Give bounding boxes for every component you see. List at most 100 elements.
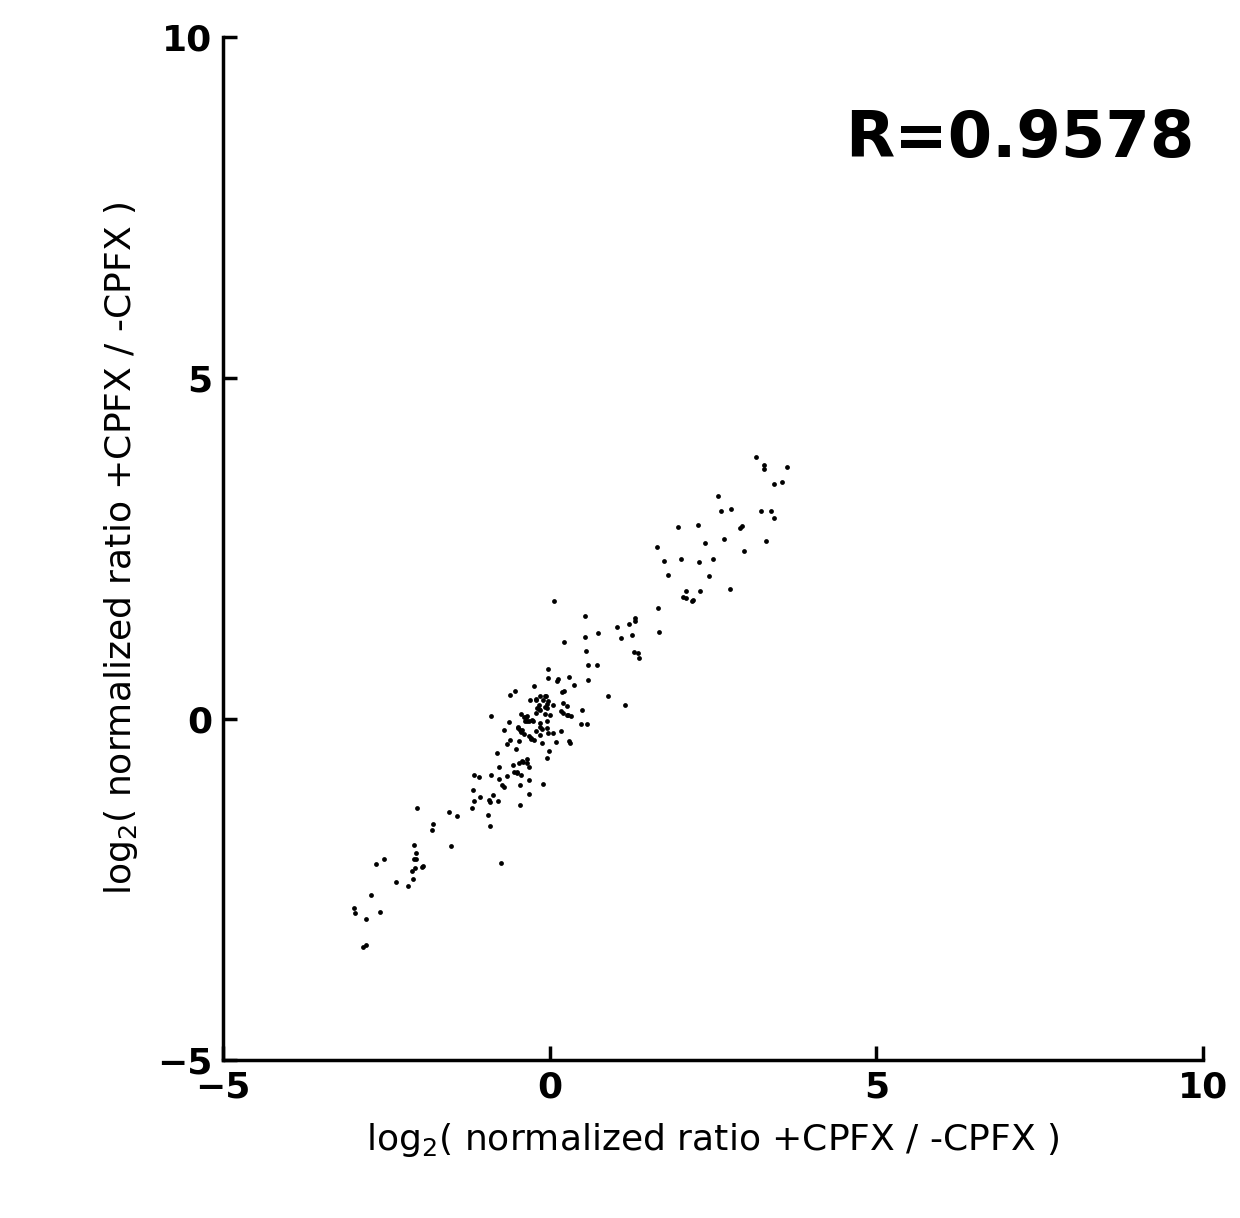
Point bbox=[497, 734, 517, 754]
Point bbox=[408, 798, 428, 817]
Point bbox=[371, 903, 391, 922]
Point bbox=[505, 682, 525, 702]
Point bbox=[356, 910, 376, 929]
Point bbox=[529, 714, 549, 733]
Point bbox=[529, 717, 549, 737]
Point bbox=[441, 837, 461, 856]
Point bbox=[469, 767, 489, 787]
Point bbox=[508, 717, 528, 737]
Point bbox=[495, 720, 515, 739]
Point bbox=[538, 659, 558, 678]
Point bbox=[529, 699, 549, 719]
Point bbox=[461, 798, 481, 817]
Point bbox=[676, 588, 696, 608]
Point bbox=[404, 857, 424, 877]
Point bbox=[630, 649, 650, 669]
Point bbox=[688, 515, 708, 535]
Point bbox=[544, 591, 564, 610]
Point bbox=[773, 473, 792, 492]
Point bbox=[536, 704, 556, 723]
Point bbox=[521, 689, 541, 709]
Point bbox=[374, 850, 394, 870]
Point bbox=[558, 667, 578, 687]
Point bbox=[511, 720, 531, 739]
Point bbox=[487, 792, 507, 811]
Point bbox=[553, 703, 573, 722]
Point bbox=[537, 711, 557, 731]
Point bbox=[625, 611, 645, 631]
Point bbox=[578, 655, 598, 675]
Point bbox=[532, 733, 552, 753]
Point bbox=[557, 697, 577, 716]
Point bbox=[776, 458, 796, 477]
Point bbox=[608, 618, 627, 637]
Point bbox=[655, 552, 675, 571]
Point bbox=[551, 721, 570, 741]
Point bbox=[546, 732, 565, 752]
Point bbox=[734, 541, 754, 560]
Point bbox=[525, 676, 544, 695]
Point bbox=[526, 691, 546, 710]
Point bbox=[708, 487, 728, 507]
Point bbox=[543, 695, 563, 715]
Point bbox=[491, 854, 511, 873]
Point bbox=[510, 775, 529, 794]
Point bbox=[754, 456, 774, 475]
Point bbox=[539, 742, 559, 761]
Point bbox=[508, 717, 528, 737]
Point bbox=[689, 581, 709, 600]
Point bbox=[346, 904, 366, 923]
Point bbox=[536, 698, 556, 717]
Point bbox=[703, 549, 723, 569]
Point bbox=[517, 706, 537, 726]
Point bbox=[538, 698, 558, 717]
Point bbox=[539, 705, 559, 725]
Point bbox=[714, 529, 734, 548]
Point bbox=[756, 531, 776, 551]
Point bbox=[552, 682, 572, 702]
Point bbox=[682, 592, 702, 611]
Point bbox=[520, 770, 539, 789]
Point bbox=[413, 856, 433, 876]
Point bbox=[484, 784, 503, 804]
Point bbox=[511, 722, 531, 742]
Point bbox=[446, 806, 466, 826]
Point bbox=[489, 758, 508, 777]
Point bbox=[538, 723, 558, 743]
X-axis label: log$_2$( normalized ratio +CPFX / -CPFX ): log$_2$( normalized ratio +CPFX / -CPFX … bbox=[366, 1122, 1060, 1160]
Point bbox=[528, 695, 548, 715]
Point bbox=[398, 877, 418, 896]
Point bbox=[501, 731, 521, 750]
Point bbox=[615, 695, 635, 715]
Point bbox=[386, 872, 405, 892]
Point bbox=[517, 711, 537, 731]
Point bbox=[506, 739, 526, 759]
Point bbox=[577, 714, 596, 733]
Point bbox=[522, 710, 542, 730]
Point bbox=[515, 708, 534, 727]
Point bbox=[423, 814, 443, 833]
Point bbox=[533, 775, 553, 794]
Point bbox=[558, 705, 578, 725]
Point bbox=[575, 627, 595, 647]
Point bbox=[526, 689, 546, 709]
Point bbox=[481, 793, 501, 812]
Point bbox=[537, 694, 557, 714]
Point bbox=[422, 820, 441, 839]
Point bbox=[412, 857, 432, 877]
Point bbox=[507, 762, 527, 782]
Point bbox=[523, 711, 543, 731]
Point bbox=[553, 632, 573, 652]
Point bbox=[553, 693, 573, 713]
Point bbox=[598, 686, 618, 705]
Point bbox=[533, 691, 553, 710]
Point bbox=[494, 778, 513, 798]
Point bbox=[480, 816, 500, 836]
Point bbox=[404, 850, 424, 870]
Point bbox=[507, 762, 527, 782]
Point bbox=[696, 533, 715, 553]
Point bbox=[722, 499, 742, 519]
Point bbox=[481, 706, 501, 726]
Point bbox=[529, 725, 549, 744]
Point bbox=[522, 728, 542, 748]
